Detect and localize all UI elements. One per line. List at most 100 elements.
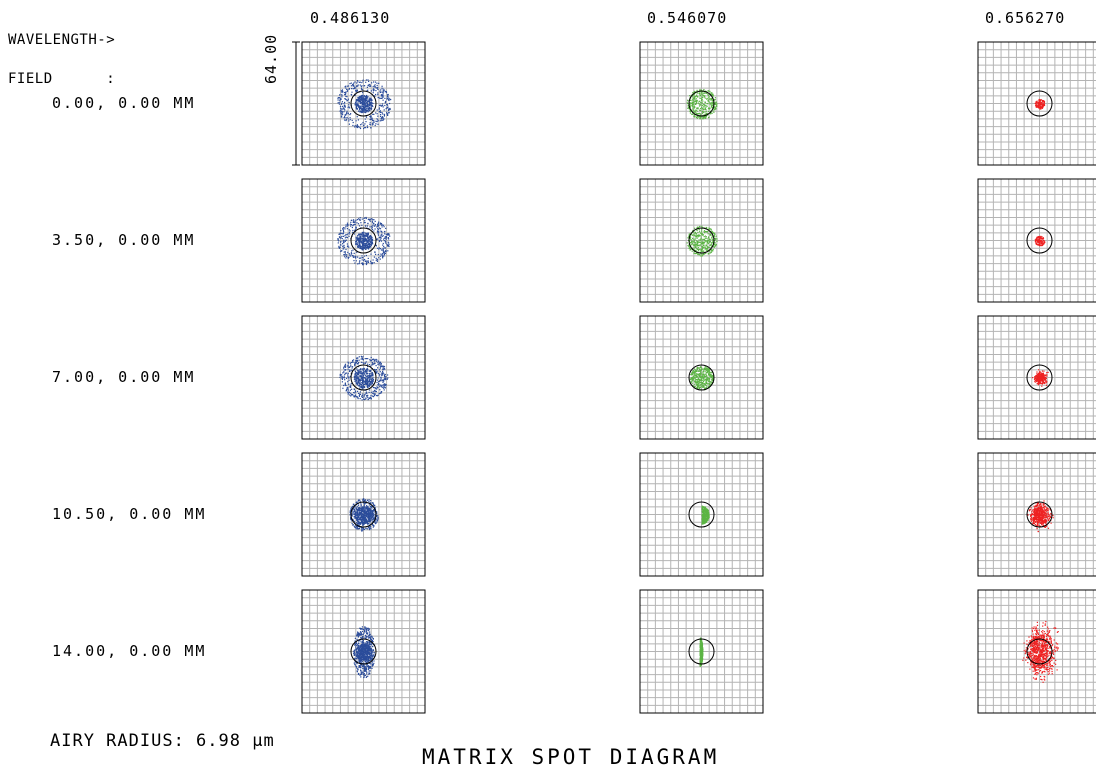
spot-point [371,263,373,265]
spot-point [705,116,707,118]
spot-point [359,521,361,523]
spot-point [702,116,704,118]
spot-point [370,241,372,243]
spot-point [358,648,360,650]
spot-point [696,382,698,384]
spot-point [365,108,367,110]
spot-point [364,96,366,98]
spot-point [701,381,703,384]
spot-point [372,655,374,657]
spot-point [378,393,380,395]
spot-point [376,247,379,249]
spot-point [706,368,708,370]
spot-point [364,222,366,224]
spot-point [368,391,370,393]
spot-point [374,370,376,372]
spot-point [355,360,357,362]
spot-point [364,85,366,87]
spot-point [370,638,372,641]
spot-point [700,99,703,101]
spot-point [359,393,361,395]
spot-point [363,523,365,525]
spot-point [340,107,342,110]
spot-point [371,635,373,637]
spot-point [389,102,391,105]
spot-point [347,372,349,374]
spot-point [358,525,360,527]
spot-point [692,109,694,111]
spot-point [371,102,373,104]
spot-point [372,664,374,666]
spot-point [368,665,370,667]
spot-point [343,254,345,256]
spot-point [360,235,362,237]
spot-point [361,654,363,656]
spot-point [359,369,361,371]
spot-point [340,237,342,239]
spot-point [364,668,366,670]
spot-point [363,110,365,112]
spot-point [367,659,370,661]
spot-point [361,369,363,371]
spot-point [383,109,385,111]
spot-point [363,521,365,523]
spot-point [361,510,363,512]
spot-point [385,236,387,238]
spot-point [380,105,382,107]
spot-point [373,363,375,365]
spot-point [351,226,353,229]
spot-point [352,511,354,513]
spot-point [362,507,364,509]
spot-point [382,91,384,93]
spot-point [711,241,713,244]
spot-point [366,520,368,522]
spot-point [373,513,375,516]
spot-point [367,96,369,98]
spot-point [368,670,370,672]
spot-point [346,222,349,224]
spot-point [379,236,381,238]
spot-point [361,649,363,651]
spot-point [372,514,375,516]
spot-point [698,235,700,237]
spot-point [358,508,360,510]
spot-point [369,372,371,375]
spot-point [379,389,381,391]
spot-point [359,649,361,651]
spot-point [714,99,716,101]
spot-point [702,234,704,236]
spot-point [366,382,369,384]
spot-point [382,372,384,374]
spot-point [372,502,374,504]
spot-point [372,375,374,377]
spot-point [692,107,694,109]
spot-point [699,368,701,370]
spot-point [700,377,703,379]
spot-point [370,263,372,265]
spot-point [367,520,369,523]
spot-point [701,246,703,248]
spot-point [383,254,385,256]
spot-point [710,249,712,251]
spot-point [370,239,372,241]
spot-point [694,233,696,235]
spot-point [372,89,374,91]
spot-point [352,518,354,520]
spot-point [368,379,371,381]
spot-point [358,238,360,240]
spot-point [692,92,694,94]
spot-point [365,358,367,360]
spot-point [351,515,353,517]
spot-point [378,236,380,239]
spot-point [354,654,356,656]
spot-point [357,510,359,512]
spot-point [356,373,358,376]
spot-point [364,243,366,245]
spot-point [366,512,368,514]
spot-point [703,230,706,232]
spot-point [373,113,375,115]
spot-point [362,523,364,525]
spot-point [368,648,370,650]
spot-point [363,386,365,388]
spot-point [384,247,386,249]
